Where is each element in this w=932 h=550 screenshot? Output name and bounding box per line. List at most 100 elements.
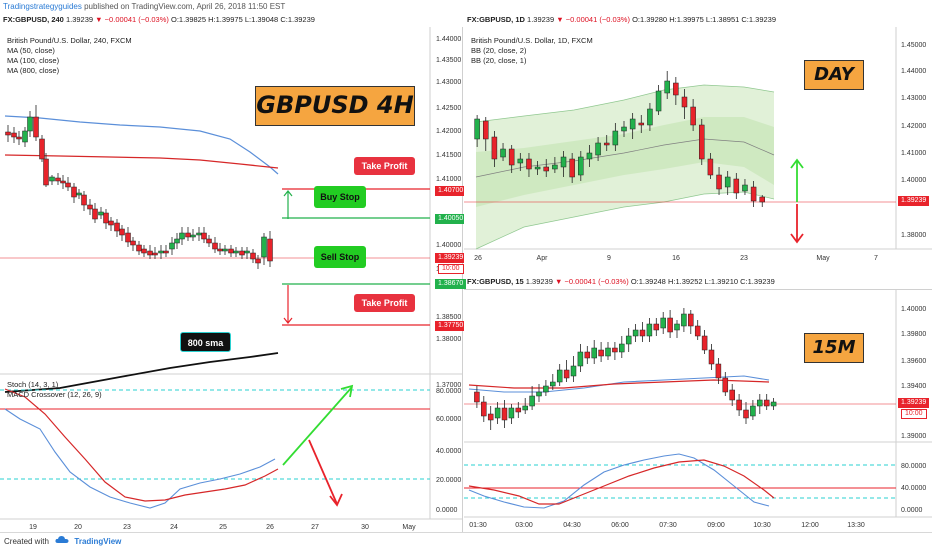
low-value: L:1.39048: [244, 15, 279, 24]
candle: [534, 166, 541, 170]
time-axis-tick: 24: [170, 524, 178, 531]
legend-series[interactable]: British Pound/U.S. Dollar, 240, FXCM: [7, 36, 132, 45]
candle: [501, 407, 508, 421]
legend-ma50[interactable]: MA (50, close): [7, 46, 55, 55]
candle: [16, 136, 22, 140]
candle: [190, 234, 196, 238]
sma-800-tag: 800 sma: [180, 332, 231, 352]
time-axis-tick: 16: [672, 255, 680, 262]
candle: [136, 244, 142, 252]
legend-ma800[interactable]: MA (800, close): [7, 66, 60, 75]
candle: [733, 178, 740, 194]
left-chart-svg[interactable]: 1.44000 1.43500 1.43000 1.42500 1.42000 1.415…: [0, 27, 463, 532]
price-axis-tick: 1.43000: [436, 79, 461, 86]
candle: [217, 248, 223, 252]
candle: [750, 405, 756, 417]
price-change: ▼ −0.00041 (−0.03%): [556, 15, 630, 24]
candle: [584, 351, 591, 359]
legend-bb2[interactable]: BB (20, close, 2): [471, 46, 527, 55]
time-axis-tick: 01:30: [469, 522, 487, 529]
time-axis-tick: 20: [74, 524, 82, 531]
candle: [212, 242, 218, 250]
stoch-line: [4, 408, 276, 509]
tradingview-cloud-icon[interactable]: [55, 533, 69, 550]
candle: [152, 252, 158, 256]
candle: [65, 182, 71, 188]
candle: [169, 242, 175, 250]
candle: [526, 158, 532, 170]
symbol-label[interactable]: FX:GBPUSD, 1D: [467, 15, 525, 24]
candle: [60, 180, 66, 184]
m15-chart-svg[interactable]: 1.40000 1.39800 1.39600 1.39400 1.39000 80.00…: [464, 290, 932, 532]
take-profit-tag-bottom: Take Profit: [354, 294, 415, 312]
chart-title-15m: 15M: [804, 333, 864, 363]
candle: [578, 156, 584, 176]
time-axis-tick: 26: [266, 524, 274, 531]
candle: [660, 317, 666, 329]
time-axis-tick: 9: [607, 255, 611, 262]
m15-last-price-label: 1.39239: [898, 398, 930, 408]
candle: [196, 232, 202, 236]
publisher-link[interactable]: Tradingstrategyguides: [3, 2, 82, 11]
ma50-line: [4, 115, 279, 175]
candle: [474, 118, 480, 140]
candle: [529, 395, 535, 407]
stoch-line: [468, 453, 770, 509]
arrow-down-icon: [283, 317, 293, 324]
candle: [603, 142, 610, 146]
symbol-label[interactable]: FX:GBPUSD, 240: [3, 15, 64, 24]
symbol-label[interactable]: FX:GBPUSD, 15: [467, 277, 524, 286]
candle: [250, 252, 256, 260]
last-price: 1.39239: [527, 15, 555, 24]
candle: [87, 204, 93, 210]
candle: [619, 343, 625, 353]
candle: [770, 401, 777, 407]
candle: [201, 232, 207, 240]
price-label-buy-stop: 1.40050: [435, 214, 467, 224]
time-axis-tick: 7: [874, 255, 878, 262]
legend-macd[interactable]: MACD Crossover (12, 26, 9): [7, 390, 102, 399]
candle: [125, 232, 131, 243]
right-bottom-symbol-header: FX:GBPUSD, 15 1.39239 ▼ −0.00041 (−0.03%…: [467, 275, 775, 288]
time-axis-tick: 04:30: [563, 522, 581, 529]
candle: [632, 329, 639, 337]
right-bottom-chart-pane[interactable]: 1.40000 1.39800 1.39600 1.39400 1.39000 80.00…: [464, 289, 932, 532]
time-axis-tick: 10:30: [753, 522, 771, 529]
price-axis-tick: 1.39000: [901, 433, 926, 440]
legend-series[interactable]: British Pound/U.S. Dollar, 1D, FXCM: [471, 36, 593, 45]
tradingview-logo-text[interactable]: TradingView: [74, 537, 122, 546]
time-axis-tick: 23: [740, 255, 748, 262]
candle: [605, 347, 611, 357]
candle: [33, 116, 39, 138]
legend-stoch[interactable]: Stoch (14, 3, 1): [7, 380, 59, 389]
candle: [517, 158, 524, 164]
candle: [206, 238, 212, 244]
candle: [98, 211, 104, 216]
candle: [621, 126, 627, 132]
candle: [233, 250, 239, 254]
candle: [688, 313, 694, 327]
time-axis-tick: 03:00: [515, 522, 533, 529]
price-axis-tick: 1.41000: [436, 176, 461, 183]
daily-chart-svg[interactable]: 1.45000 1.44000 1.43000 1.42000 1.41000 1.400…: [464, 27, 932, 265]
arrow-up-icon: [790, 158, 804, 169]
chart-title-gbpusd-4h: GBPUSD 4H: [255, 86, 415, 126]
osc-axis-tick: 80.0000: [901, 463, 926, 470]
daily-last-price-label: 1.39239: [898, 196, 930, 206]
candle: [742, 184, 748, 192]
candle: [673, 82, 679, 96]
time-axis-tick: 12:00: [801, 522, 819, 529]
arrow-up-icon: [283, 190, 293, 197]
time-axis-tick: 07:30: [659, 522, 677, 529]
candle: [474, 391, 480, 403]
sell-stop-tag: Sell Stop: [314, 246, 366, 268]
legend-ma100[interactable]: MA (100, close): [7, 56, 60, 65]
candle: [11, 132, 17, 138]
last-price: 1.39239: [65, 15, 94, 24]
price-label-last: 1.39239: [435, 253, 467, 263]
time-axis-tick: 26: [474, 255, 482, 262]
osc-axis-tick: 60.0000: [436, 416, 461, 423]
legend-bb1[interactable]: BB (20, close, 1): [471, 56, 527, 65]
candle: [43, 158, 49, 186]
ma-slow-line: [468, 379, 770, 389]
